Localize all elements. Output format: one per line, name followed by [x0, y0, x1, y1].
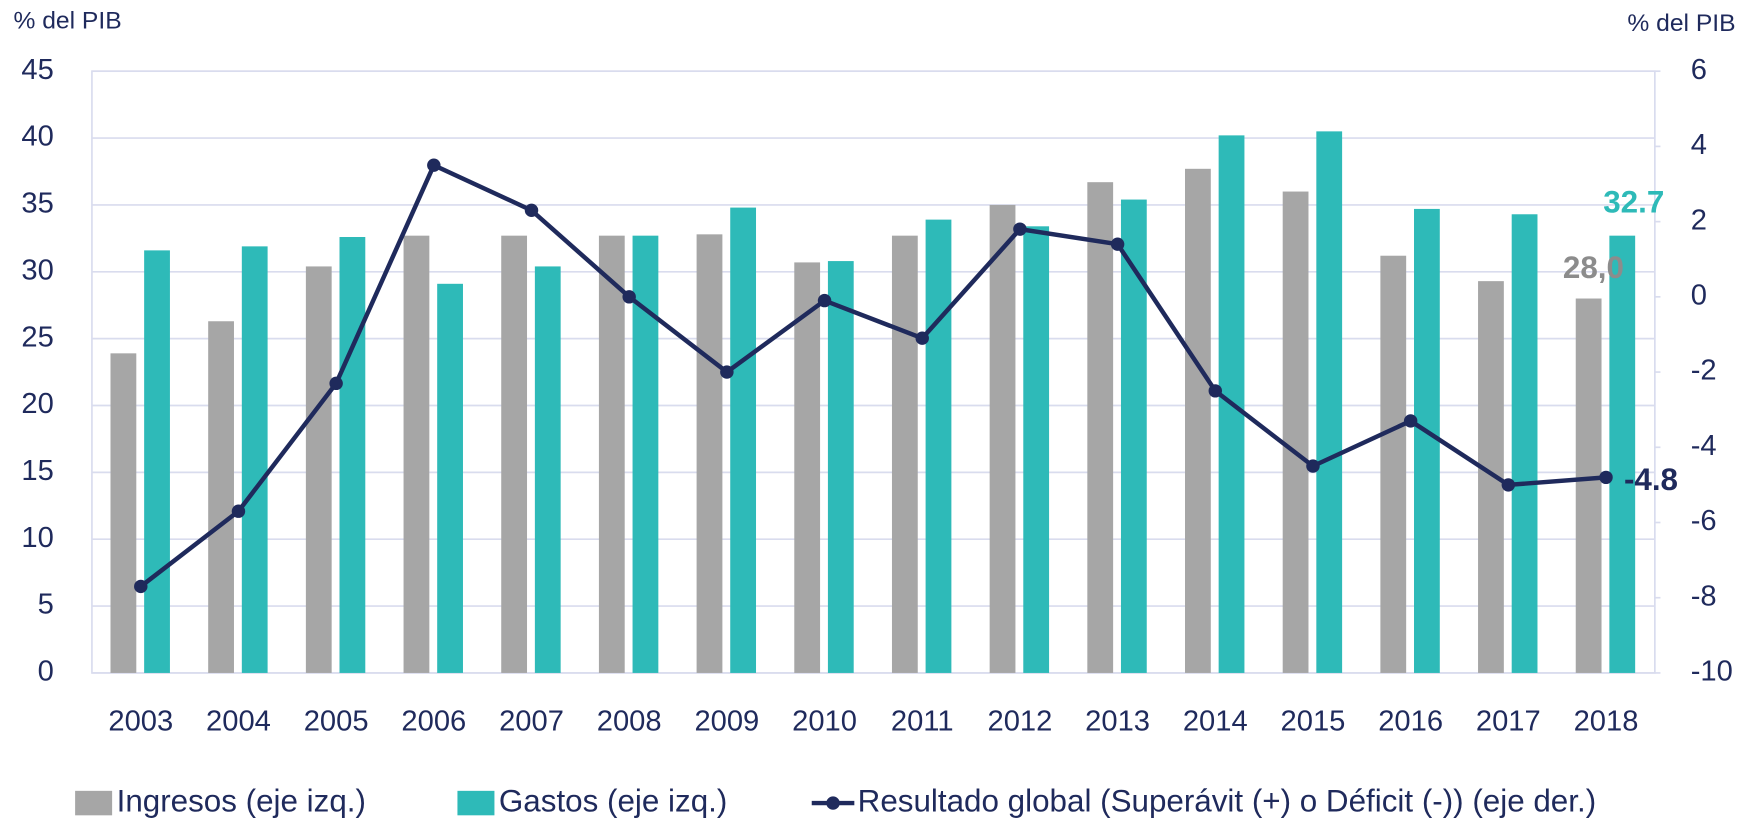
y2-tick-label: -10: [1691, 656, 1733, 688]
bar: [305, 266, 332, 673]
x-tick-label: 2017: [1476, 706, 1541, 738]
y-tick-label: 30: [21, 255, 53, 287]
x-tick-label: 2004: [206, 706, 271, 738]
bar: [241, 246, 268, 673]
line: [139, 162, 1607, 589]
y2-tick-label: 6: [1691, 54, 1707, 86]
line-marker: [1501, 478, 1516, 492]
bar: [437, 283, 463, 673]
bar: [989, 204, 1016, 673]
line-marker: [817, 293, 832, 308]
bar: [1185, 168, 1211, 673]
y-tick-label: 0: [38, 656, 54, 688]
y-tick-label: 20: [21, 388, 53, 420]
y2-tick-label: 4: [1691, 129, 1707, 161]
bar: [891, 235, 918, 673]
bar: [696, 234, 723, 673]
x-tick-label: 2010: [792, 706, 857, 738]
x-tick-label: 2013: [1085, 706, 1150, 738]
y-tick-label: 15: [21, 455, 53, 487]
y2-tick-label: -4: [1691, 430, 1717, 462]
legend-label: Ingresos (eje izq.): [117, 783, 366, 818]
x-tick-label: 2012: [988, 706, 1053, 738]
line-marker: [1599, 470, 1613, 485]
line-marker: [915, 331, 929, 345]
x-tick-label: 2007: [499, 706, 564, 738]
data-label: -4.8: [1624, 462, 1678, 497]
bar: [827, 261, 854, 673]
bar: [1282, 191, 1309, 673]
y-tick-label: 5: [38, 589, 54, 621]
bar: [1575, 298, 1602, 673]
bar: [339, 237, 366, 673]
bar: [1087, 182, 1114, 673]
bar: [794, 262, 821, 673]
line-marker: [1013, 222, 1027, 236]
bar: [1023, 226, 1050, 673]
data-label: 32.7: [1603, 185, 1664, 220]
x-tick-label: 2018: [1574, 706, 1639, 738]
y-axis-label: % del PIB: [13, 8, 121, 35]
x-tick-label: 2005: [304, 706, 369, 738]
bar: [730, 207, 757, 673]
data-label: 28,0: [1563, 250, 1624, 285]
line-marker: [720, 365, 734, 379]
y2-tick-label: 2: [1691, 204, 1707, 236]
y-tick-label: 10: [21, 522, 53, 554]
line-marker: [427, 158, 441, 172]
bar: [1511, 214, 1538, 673]
y2-tick-label: -8: [1691, 580, 1717, 612]
x-tick-label: 2016: [1378, 706, 1443, 738]
x-tick-label: 2006: [401, 706, 466, 738]
bar: [1380, 255, 1407, 673]
bar: [925, 219, 952, 673]
y2-tick-label: -2: [1691, 355, 1717, 387]
line-marker: [1208, 384, 1223, 398]
bar: [1414, 208, 1440, 673]
line-marker: [524, 203, 539, 218]
line-marker: [1403, 414, 1418, 428]
y-tick-label: 45: [21, 54, 53, 86]
legend-swatch-marker: [826, 796, 840, 810]
line-marker: [329, 376, 343, 391]
y2-tick-label: -6: [1691, 505, 1717, 537]
x-tick-label: 2015: [1281, 706, 1346, 738]
y2-tick-label: 0: [1691, 280, 1707, 312]
x-tick-label: 2014: [1183, 706, 1248, 738]
legend-swatch: [75, 790, 113, 816]
x-tick-label: 2011: [891, 706, 954, 738]
bar: [403, 235, 430, 673]
bar: [144, 250, 170, 673]
x-tick-label: 2009: [694, 706, 759, 738]
legend-swatch: [457, 790, 495, 816]
y-tick-label: 40: [21, 121, 53, 153]
line-marker: [231, 504, 246, 518]
y-tick-label: 35: [21, 188, 53, 220]
bar: [208, 321, 234, 673]
line-marker: [1306, 459, 1320, 473]
line-marker: [1110, 237, 1125, 251]
bar: [501, 235, 528, 673]
bar: [598, 235, 625, 673]
bar: [1609, 235, 1636, 673]
y-tick-label: 25: [21, 321, 53, 353]
x-tick-label: 2003: [108, 706, 173, 738]
bar: [110, 353, 137, 673]
bar: [534, 266, 561, 673]
legend-label: Resultado global (Superávit (+) o Défici…: [858, 783, 1596, 818]
line-marker: [134, 579, 148, 594]
bar: [1316, 131, 1343, 673]
x-tick-label: 2008: [597, 706, 662, 738]
y2-axis-label: % del PIB: [1627, 10, 1735, 37]
legend-label: Gastos (eje izq.): [499, 783, 727, 818]
line-marker: [622, 290, 636, 304]
